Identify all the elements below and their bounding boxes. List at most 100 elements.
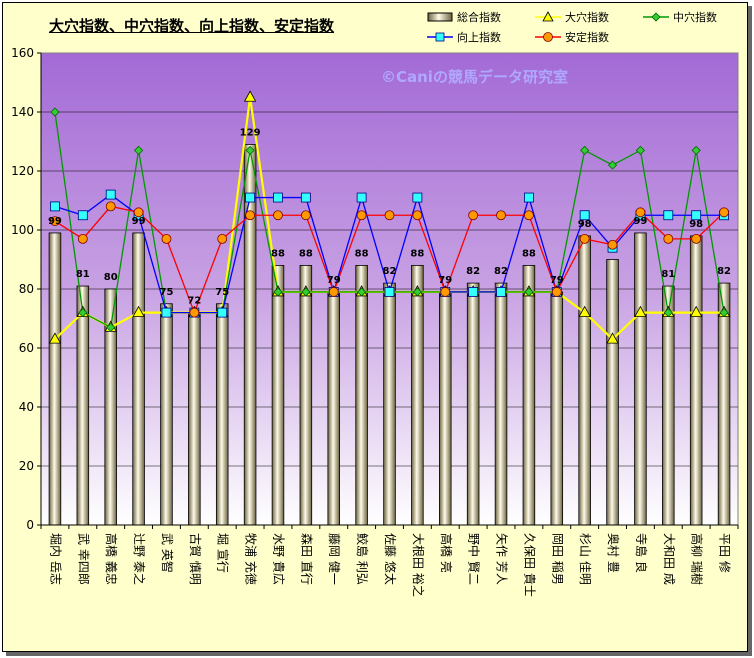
x-tick-label: 高橋 亮	[439, 533, 454, 573]
point	[77, 233, 88, 244]
point	[301, 287, 311, 297]
point	[691, 233, 702, 244]
point	[551, 287, 562, 297]
y-tick-label: 160	[11, 46, 34, 60]
legend-label: 向上指数	[457, 31, 501, 44]
bar	[76, 285, 90, 526]
point	[719, 207, 729, 218]
point	[634, 305, 647, 318]
point	[245, 145, 255, 155]
point	[524, 192, 534, 203]
y-axis: 0 20 40 60 80 100 120 140 160	[11, 46, 42, 532]
bar	[550, 291, 564, 526]
bar-data-label: 98	[689, 219, 703, 230]
y-tick-label: 0	[26, 518, 34, 532]
bar-data-label: 88	[299, 248, 313, 259]
bar-data-label: 98	[578, 219, 592, 230]
x-tick-label: 杉山 佳明	[578, 533, 592, 585]
legend-item-oana: 大穴指数	[535, 9, 609, 25]
x-tick-label: 寺島 良	[634, 533, 649, 573]
x-tick-label: 古賀 慎明	[188, 533, 203, 585]
point	[578, 305, 591, 318]
point	[132, 305, 145, 318]
point	[691, 145, 701, 155]
bar-data-label: 79	[327, 275, 341, 286]
point	[300, 192, 311, 203]
bar-data-label: 79	[550, 275, 564, 286]
x-tick-label: 高橋 義忠	[104, 533, 119, 585]
point	[217, 307, 228, 318]
chart-title: 大穴指数、中穴指数、向上指数、安定指数	[49, 17, 335, 35]
bar	[606, 259, 619, 526]
point	[50, 216, 60, 227]
bar	[439, 291, 452, 526]
y-tick-label: 120	[11, 164, 34, 178]
bar-data-label: 79	[438, 275, 452, 286]
bar-data-label: 72	[187, 296, 201, 307]
point	[607, 239, 618, 250]
bar	[717, 282, 731, 526]
x-tick-label: 藤岡 健一	[327, 533, 341, 585]
bar-data-label: 88	[271, 248, 285, 259]
point	[106, 322, 116, 332]
x-tick-label: 平田 修	[718, 533, 733, 573]
x-tick-label: 牧浦 充徳	[244, 533, 259, 585]
legend-label: 大穴指数	[565, 11, 609, 24]
bar	[411, 264, 424, 526]
point	[468, 210, 479, 221]
point	[412, 192, 423, 203]
y-tick-label: 60	[19, 341, 34, 355]
bar-data-label: 88	[522, 248, 536, 259]
point	[440, 287, 451, 297]
legend-label: 中穴指数	[673, 11, 717, 24]
legend-item-chuana: 中穴指数	[643, 9, 717, 25]
point	[690, 305, 703, 318]
point	[300, 210, 311, 221]
legend: 総合指数 大穴指数 中穴指数 向上指数 安定指数	[423, 9, 743, 49]
point	[245, 192, 256, 203]
point	[496, 287, 506, 297]
x-tick-label: 矢作 芳人	[495, 533, 509, 585]
point	[273, 192, 283, 203]
point	[496, 210, 506, 221]
point	[412, 210, 423, 221]
point	[384, 287, 395, 297]
bar-data-label: 80	[104, 272, 118, 283]
bar	[215, 303, 229, 526]
x-tick-label: 岡田 稲男	[550, 533, 564, 585]
x-tick-label: 堀 宣行	[216, 533, 231, 573]
point	[105, 201, 116, 212]
x-tick-label: 高柳 瑞樹	[690, 533, 705, 585]
point	[161, 307, 172, 318]
point	[719, 308, 729, 318]
bar-data-label: 99	[48, 216, 62, 227]
legend-label: 総合指数	[457, 11, 501, 24]
bar	[355, 264, 368, 526]
point	[356, 192, 367, 203]
line-series	[48, 90, 731, 344]
point	[468, 287, 479, 297]
point	[48, 332, 62, 344]
bar-data-label: 99	[132, 216, 146, 227]
point	[133, 207, 144, 218]
point	[579, 233, 590, 244]
point	[524, 287, 534, 297]
watermark: ©Caniの競馬データ研究室	[381, 68, 568, 86]
bar	[299, 264, 313, 526]
point	[273, 287, 283, 297]
bar-data-label: 82	[383, 266, 397, 277]
point	[606, 332, 619, 344]
bar	[160, 303, 173, 526]
legend-bar-swatch	[427, 12, 453, 22]
legend-item-sogo: 総合指数	[427, 9, 501, 25]
x-tick-label: 奥村 豊	[606, 533, 620, 573]
bar-data-label: 75	[215, 287, 229, 298]
legend-label: 安定指数	[565, 31, 609, 44]
y-tick-label: 140	[11, 105, 34, 119]
bar-data-label: 88	[410, 248, 424, 259]
legend-triangle-swatch	[535, 11, 561, 22]
point	[105, 189, 116, 200]
point	[189, 307, 200, 318]
bar-data-label: 82	[494, 266, 508, 277]
legend-square-swatch	[427, 32, 453, 42]
